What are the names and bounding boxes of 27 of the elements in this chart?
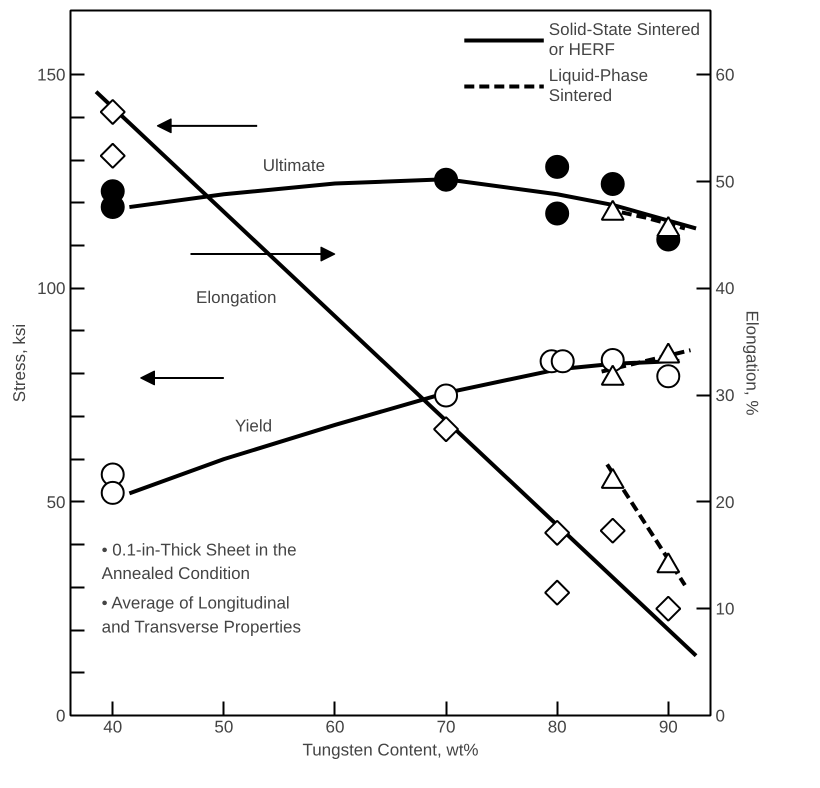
x-tick-label: 70 xyxy=(436,718,456,736)
annotation: Elongation xyxy=(196,288,276,308)
x-tick-label: 90 xyxy=(658,718,678,736)
y2-tick-label: 20 xyxy=(716,492,734,512)
y-axis-title: Stress, ksi xyxy=(10,324,30,402)
legend-label: Liquid-Phase Sintered xyxy=(548,66,648,106)
legend-label: Solid-State Sintered or HERF xyxy=(548,20,700,60)
x-tick-label: 80 xyxy=(548,718,567,736)
y2-tick-label: 50 xyxy=(716,172,734,192)
annotation: Ultimate xyxy=(262,156,326,175)
x-tick-label: 60 xyxy=(325,718,344,736)
x-tick-label: 40 xyxy=(103,718,122,736)
y2-tick-label: 60 xyxy=(716,66,734,85)
y2-tick-label: 40 xyxy=(716,279,734,298)
y-tick-label: 0 xyxy=(56,706,66,726)
y2-axis-title: Elongation, % xyxy=(742,310,762,416)
y-tick-label: 50 xyxy=(46,492,66,512)
x-axis-title: Tungsten Content, wt% xyxy=(302,740,479,760)
y-tick-label: 150 xyxy=(37,66,66,85)
x-tick-label: 50 xyxy=(214,718,234,736)
annotation: Yield xyxy=(234,416,272,436)
y-tick-label: 100 xyxy=(37,279,66,298)
y2-tick-label: 30 xyxy=(716,386,734,406)
annotation: • 0.1-in-Thick Sheet in the Annealed Condition xyxy=(102,540,297,584)
annotation: • Average of Longitudinal and Transverse Properties xyxy=(102,594,301,636)
y2-tick-label: 10 xyxy=(716,600,734,619)
y2-tick-label: 0 xyxy=(716,706,725,726)
